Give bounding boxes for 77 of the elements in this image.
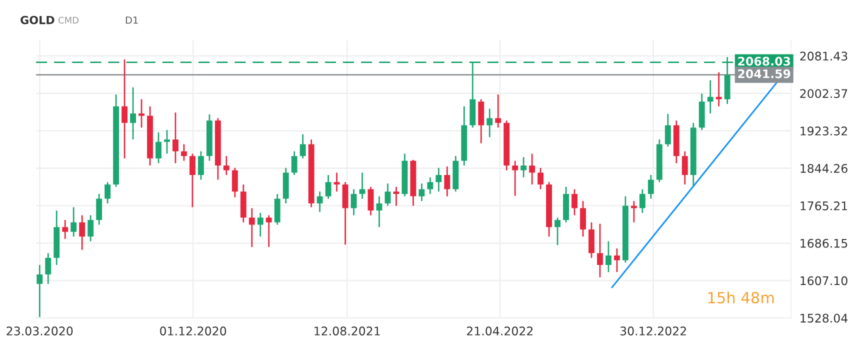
candlestick xyxy=(572,188,578,216)
text: CMD xyxy=(58,16,79,24)
candlestick xyxy=(359,172,366,200)
annotation: 15h 48m xyxy=(708,292,774,304)
candlestick xyxy=(248,207,255,248)
x-tick-label: 30.12.2022 xyxy=(620,326,686,336)
x-tick-label: 21.04.2022 xyxy=(466,326,533,336)
candlestick xyxy=(274,193,280,226)
candlestick xyxy=(588,222,594,259)
candlestick xyxy=(164,129,170,154)
candlestick xyxy=(180,144,187,162)
candlestick xyxy=(257,212,264,238)
candlestick xyxy=(88,214,94,242)
chart-title: GOLD xyxy=(20,16,54,24)
candlestick xyxy=(478,98,484,144)
y-tick-label: 1844.26 xyxy=(800,164,848,173)
candlestick xyxy=(495,94,502,128)
candlestick xyxy=(70,206,77,238)
candlestick xyxy=(427,176,434,195)
candlestick xyxy=(266,214,272,248)
candlestick xyxy=(520,156,527,178)
candlestick xyxy=(156,132,162,164)
candlestick xyxy=(384,182,391,206)
candlestick xyxy=(138,98,144,128)
candlestick xyxy=(36,264,43,318)
x-tick-label: 01.12.2020 xyxy=(160,326,226,336)
y-tick-label: 1607.10 xyxy=(800,276,848,286)
candlestick xyxy=(130,86,136,140)
candlestick xyxy=(79,214,86,251)
candlestick xyxy=(291,150,298,176)
y-tick-label: 2081.43 xyxy=(800,52,848,61)
candlestick xyxy=(538,167,544,190)
candlestick xyxy=(707,80,714,114)
candlestick xyxy=(639,188,646,214)
y-tick-label: 1923.32 xyxy=(800,126,847,136)
candlestick xyxy=(605,240,612,273)
candlestick xyxy=(350,188,357,216)
candlestick xyxy=(512,160,518,197)
candlestick xyxy=(189,152,196,208)
candlestick xyxy=(436,167,442,192)
candlestick xyxy=(334,172,340,192)
y-tick-label: 2002.37 xyxy=(800,89,848,98)
y-tick-label: 1528.04 xyxy=(800,314,848,323)
candlestick xyxy=(316,190,323,213)
candlestick xyxy=(368,186,374,216)
candlestick xyxy=(96,193,102,226)
candlestick xyxy=(223,155,230,176)
candlestick xyxy=(418,182,425,202)
ref-line-label: 2068.03 xyxy=(738,56,790,66)
candlestick xyxy=(198,150,204,180)
candlestick xyxy=(62,219,68,240)
candlestick xyxy=(444,166,450,198)
candlestick xyxy=(486,108,493,138)
y-tick-label: 1765.21 xyxy=(800,201,848,210)
candlestick xyxy=(614,248,620,273)
candlestick xyxy=(45,252,52,285)
candlestick xyxy=(104,181,111,204)
text: D1 xyxy=(126,16,138,24)
candlestick xyxy=(580,200,586,238)
x-tick-label: 23.03.2020 xyxy=(6,326,73,336)
candlestick xyxy=(172,112,178,164)
candlestick xyxy=(597,223,603,278)
candlestick xyxy=(529,152,536,186)
candlestick xyxy=(376,196,382,228)
candlestick xyxy=(393,186,400,206)
ref-line-label: 2041.59 xyxy=(738,69,790,78)
candlestick xyxy=(648,174,654,200)
candlestick xyxy=(664,113,671,148)
candlestick xyxy=(554,216,560,246)
candlestick xyxy=(122,58,128,160)
candlestick xyxy=(325,174,332,200)
y-tick-label: 1686.15 xyxy=(800,238,848,248)
x-tick-label: 12.08.2021 xyxy=(314,326,380,336)
candlestick xyxy=(300,134,306,160)
candlestick xyxy=(682,150,688,186)
candlestick xyxy=(232,167,238,198)
candlestick xyxy=(342,181,348,246)
